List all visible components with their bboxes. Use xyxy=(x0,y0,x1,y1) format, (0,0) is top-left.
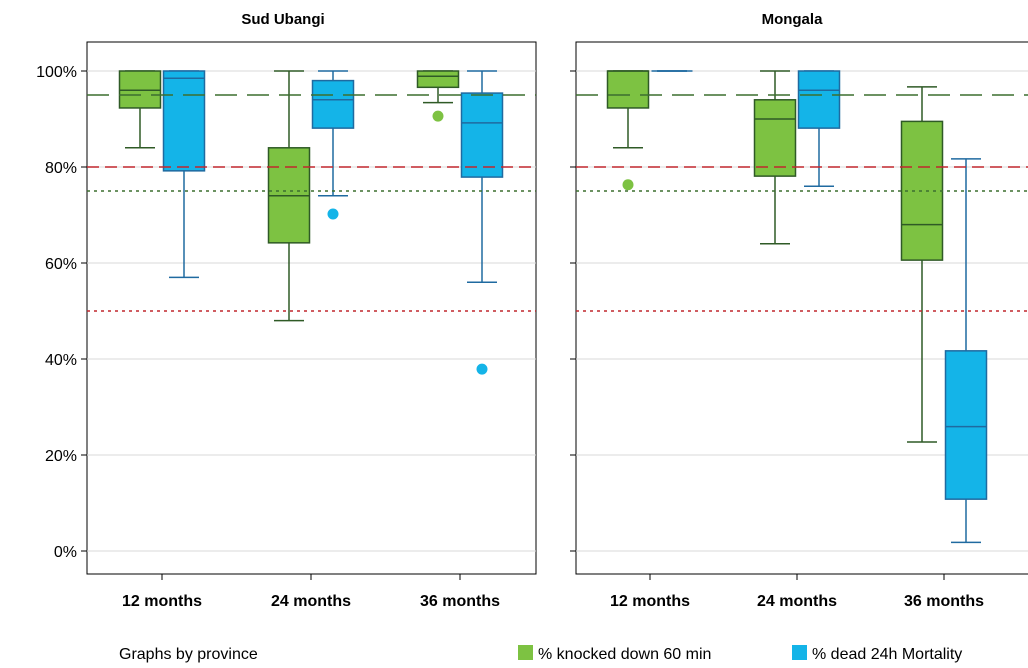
y-tick-label: 20% xyxy=(45,448,77,465)
panel-1: Mongala 12 months 24 months 36 months xyxy=(570,11,1028,610)
legend: % knocked down 60 min % dead 24h Mortalit… xyxy=(518,645,962,663)
box-iqr xyxy=(946,351,987,499)
box-iqr xyxy=(608,71,649,108)
x-tick-label: 24 months xyxy=(757,593,837,610)
x-tick-label: 24 months xyxy=(271,593,351,610)
box-iqr xyxy=(313,81,354,129)
legend-swatch xyxy=(518,645,533,660)
y-tick-label: 60% xyxy=(45,256,77,273)
graphs-note: Graphs by province xyxy=(119,646,258,663)
box-iqr xyxy=(799,71,840,128)
box-iqr xyxy=(418,71,459,87)
panels: Sud Ubangi 0% 20% 40% 60% 80% 100% 12 months 24 … xyxy=(36,11,1028,610)
y-tick-label: 0% xyxy=(54,544,77,561)
outlier-point xyxy=(433,111,444,122)
box-iqr xyxy=(755,100,796,176)
y-tick-label: 100% xyxy=(36,64,77,81)
legend-item-0: % knocked down 60 min xyxy=(518,645,711,663)
panel-title: Sud Ubangi xyxy=(241,11,324,28)
legend-item-1: % dead 24h Mortality xyxy=(792,645,962,663)
legend-label: % dead 24h Mortality xyxy=(812,646,962,663)
y-tick-label: 40% xyxy=(45,352,77,369)
outlier-point xyxy=(328,209,339,220)
x-tick-label: 12 months xyxy=(122,593,202,610)
x-tick-label: 12 months xyxy=(610,593,690,610)
box-iqr xyxy=(462,93,503,177)
legend-swatch xyxy=(792,645,807,660)
legend-label: % knocked down 60 min xyxy=(538,646,711,663)
y-tick-label: 80% xyxy=(45,160,77,177)
outlier-point xyxy=(477,364,488,375)
panel-title: Mongala xyxy=(762,11,823,28)
x-tick-label: 36 months xyxy=(420,593,500,610)
outlier-point xyxy=(623,179,634,190)
box-iqr xyxy=(164,71,205,171)
panel-0: Sud Ubangi 0% 20% 40% 60% 80% 100% 12 months 24 … xyxy=(36,11,536,610)
x-tick-label: 36 months xyxy=(904,593,984,610)
